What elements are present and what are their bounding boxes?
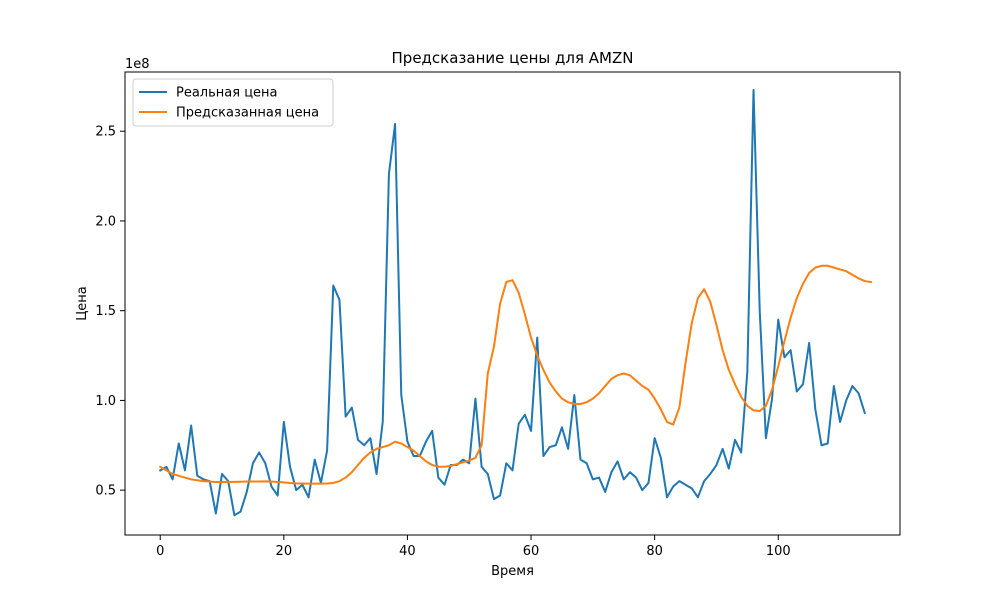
x-tick-label: 0	[156, 544, 164, 559]
legend-label-real-price: Реальная цена	[176, 86, 278, 101]
series-line-0	[158, 88, 867, 517]
x-axis: 0 20 40 60 80 100	[156, 535, 791, 559]
series-line-1	[158, 264, 873, 485]
plot-area	[124, 71, 901, 536]
y-axis: 0.5 1.0 1.5 2.0 2.5	[95, 125, 125, 499]
x-tick-label: 60	[523, 544, 540, 559]
plot-frame	[124, 71, 901, 536]
x-tick-label: 40	[399, 544, 416, 559]
y-tick-label: 2.5	[95, 125, 116, 140]
legend-box	[132, 78, 334, 127]
legend: Реальная цена Предсказанная цена	[132, 78, 334, 127]
y-tick-label: 1.5	[95, 304, 116, 319]
y-tick-label: 1.0	[95, 394, 116, 409]
y-offset-label: 1e8	[125, 57, 150, 72]
legend-label-predicted-price: Предсказанная цена	[176, 106, 319, 121]
y-tick-label: 0.5	[95, 484, 116, 499]
chart-title: Предсказание цены для AMZN	[392, 49, 634, 67]
x-tick-label: 100	[766, 544, 791, 559]
series-layer	[158, 88, 873, 517]
y-tick-label: 2.0	[95, 214, 116, 229]
x-axis-label: Время	[491, 564, 534, 579]
x-tick-label: 20	[276, 544, 293, 559]
y-axis-label: Цена	[75, 286, 90, 321]
x-tick-label: 80	[646, 544, 663, 559]
